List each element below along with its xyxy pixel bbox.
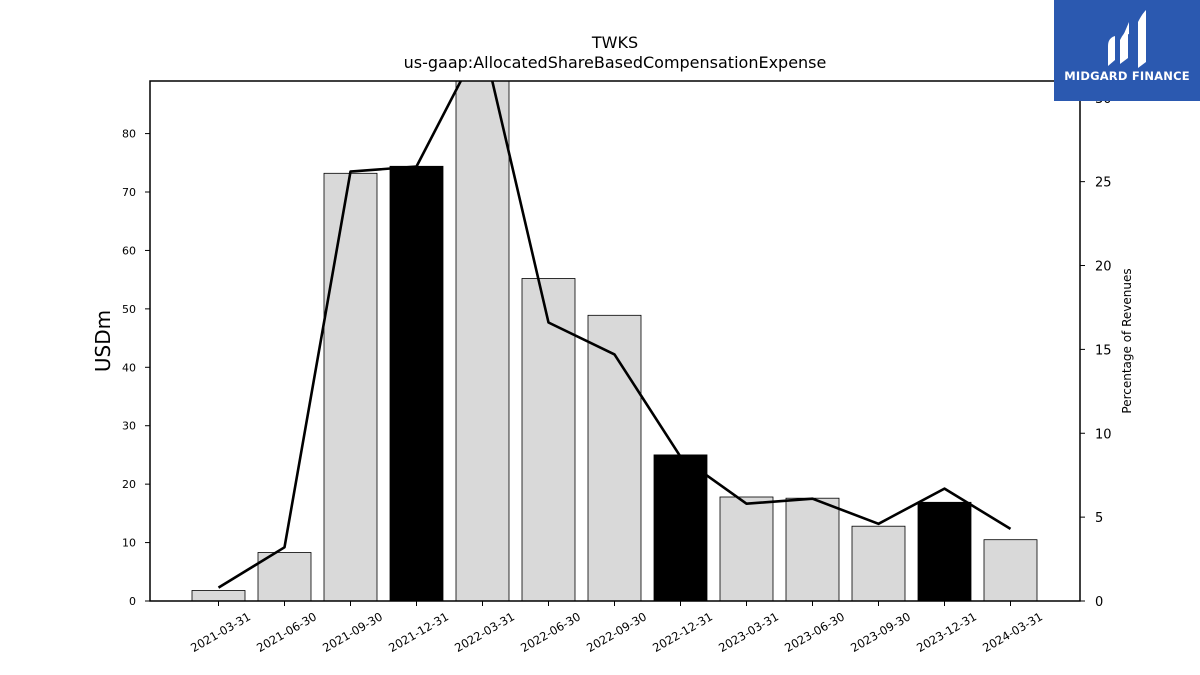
x-tick-label: 2022-06-30 xyxy=(518,609,583,655)
bar xyxy=(851,525,906,602)
x-tick-label: 2021-12-31 xyxy=(386,609,451,655)
x-tick-label: 2021-06-30 xyxy=(254,609,319,655)
bar xyxy=(785,497,840,602)
x-tick-label: 2021-03-31 xyxy=(188,609,253,655)
left-axis: 0 10 20 30 40 50 60 70 80 xyxy=(122,128,150,608)
midgard-finance-logo: MIDGARD FINANCE xyxy=(1054,0,1200,101)
y-tick-label: 30 xyxy=(122,420,136,433)
bar xyxy=(917,501,972,602)
bar xyxy=(983,539,1038,602)
midgard-logo-icon xyxy=(1108,10,1146,68)
y2-tick-label: 20 xyxy=(1095,260,1112,275)
y-tick-label: 40 xyxy=(122,361,136,374)
bar xyxy=(191,590,246,602)
percentage-line xyxy=(217,81,1012,589)
bar xyxy=(323,172,378,602)
line-group xyxy=(217,81,1012,589)
x-tick-label: 2023-03-31 xyxy=(716,609,781,655)
y-tick-label: 60 xyxy=(122,244,136,257)
x-axis: 2021-03-31 2021-06-30 2021-09-30 2021-12-31… xyxy=(188,601,1045,655)
x-tick-label: 2021-09-30 xyxy=(320,609,385,655)
y-tick-label: 0 xyxy=(129,595,136,608)
x-tick-label: 2023-12-31 xyxy=(914,609,979,655)
bar xyxy=(389,165,444,602)
x-tick-label: 2024-03-31 xyxy=(980,609,1045,655)
y2-axis-label: Percentage of Revenues xyxy=(1120,268,1134,413)
y2-tick-label: 5 xyxy=(1095,511,1103,526)
bar xyxy=(653,454,708,602)
x-tick-label: 2023-06-30 xyxy=(782,609,847,655)
y2-tick-label: 25 xyxy=(1095,176,1112,191)
logo-text: MIDGARD FINANCE xyxy=(1064,69,1190,83)
y-tick-label: 50 xyxy=(122,303,136,316)
y2-tick-label: 0 xyxy=(1095,595,1103,610)
y-tick-label: 70 xyxy=(122,186,136,199)
x-tick-label: 2022-09-30 xyxy=(584,609,649,655)
bar xyxy=(521,278,576,602)
bar xyxy=(587,314,642,602)
x-tick-label: 2022-03-31 xyxy=(452,609,517,655)
y-axis-label: USDm xyxy=(91,310,115,372)
bar xyxy=(455,80,510,602)
x-tick-label: 2023-09-30 xyxy=(848,609,913,655)
bar xyxy=(257,552,312,602)
y2-tick-label: 15 xyxy=(1095,343,1112,358)
right-axis: 051015202530 xyxy=(1080,92,1112,610)
y2-tick-label: 10 xyxy=(1095,427,1112,442)
y-tick-label: 20 xyxy=(122,478,136,491)
y-tick-label: 80 xyxy=(122,128,136,141)
y-tick-label: 10 xyxy=(122,537,136,550)
bars-group xyxy=(191,80,1038,602)
chart-subtitle: us-gaap:AllocatedShareBasedCompensationE… xyxy=(404,53,827,72)
x-tick-label: 2022-12-31 xyxy=(650,609,715,655)
chart-title: TWKS xyxy=(591,33,638,52)
bar xyxy=(719,496,774,602)
